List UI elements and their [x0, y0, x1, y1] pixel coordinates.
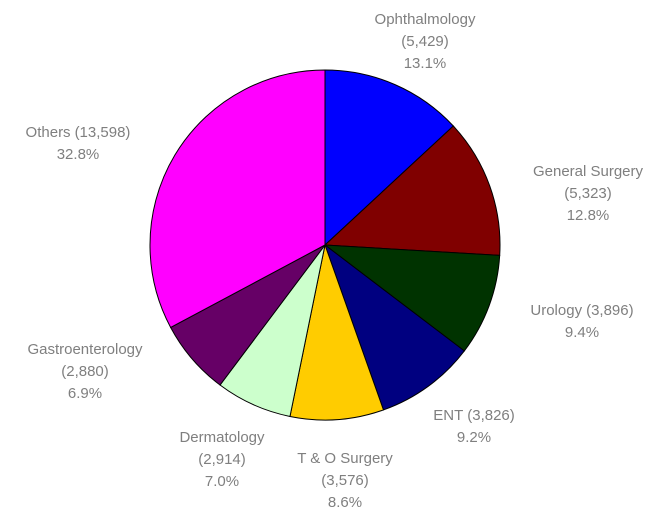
category-name: General Surgery [533, 163, 644, 180]
slice-label: Dermatology (2,914) 7.0% [179, 429, 265, 490]
pie-slice [149, 69, 326, 329]
category-name: T & O Surgery [297, 450, 393, 467]
value-label: (3,576) [321, 472, 369, 489]
value-label: (5,429) [401, 33, 449, 50]
percent-label: 13.1% [404, 55, 447, 72]
pie-slice [323, 243, 466, 411]
slice-label: Others (13,598) 32.8% [26, 124, 131, 163]
pie-slice [324, 69, 455, 247]
slice-label-line: Others (13,598) [26, 124, 131, 141]
category-name: Urology [530, 302, 582, 319]
percent-label: 32.8% [57, 146, 100, 163]
percent-label: 7.0% [205, 473, 239, 490]
category-name: Gastroenterology [27, 341, 143, 358]
percent-label: 9.4% [565, 324, 599, 341]
slice-label: Ophthalmology (5,429) 13.1% [375, 11, 476, 72]
percent-label: 12.8% [567, 207, 610, 224]
slice-label: ENT (3,826) 9.2% [433, 407, 515, 446]
percent-label: 9.2% [457, 429, 491, 446]
value-label: (5,323) [564, 185, 612, 202]
value-label: (2,914) [198, 451, 246, 468]
category-name: Others [26, 124, 71, 141]
slice-label-line: Urology (3,896) [530, 302, 633, 319]
value-label: (13,598) [75, 124, 131, 141]
slice-label: T & O Surgery (3,576) 8.6% [297, 450, 393, 507]
category-name: Ophthalmology [375, 11, 476, 28]
pie-slice [323, 244, 501, 352]
slice-label: General Surgery (5,323) 12.8% [533, 163, 644, 224]
slice-label: Urology (3,896) 9.4% [530, 302, 633, 341]
value-label: (3,896) [586, 302, 634, 319]
category-name: ENT [433, 407, 463, 424]
slice-label: Gastroenterology (2,880) 6.9% [27, 341, 143, 402]
pie-slice [323, 125, 501, 256]
category-name: Dermatology [179, 429, 265, 446]
pie-slice [289, 243, 385, 421]
value-label: (2,880) [61, 363, 109, 380]
slice-label-line: ENT (3,826) [433, 407, 515, 424]
percent-label: 8.6% [328, 494, 362, 507]
value-label: (3,826) [467, 407, 515, 424]
percent-label: 6.9% [68, 385, 102, 402]
